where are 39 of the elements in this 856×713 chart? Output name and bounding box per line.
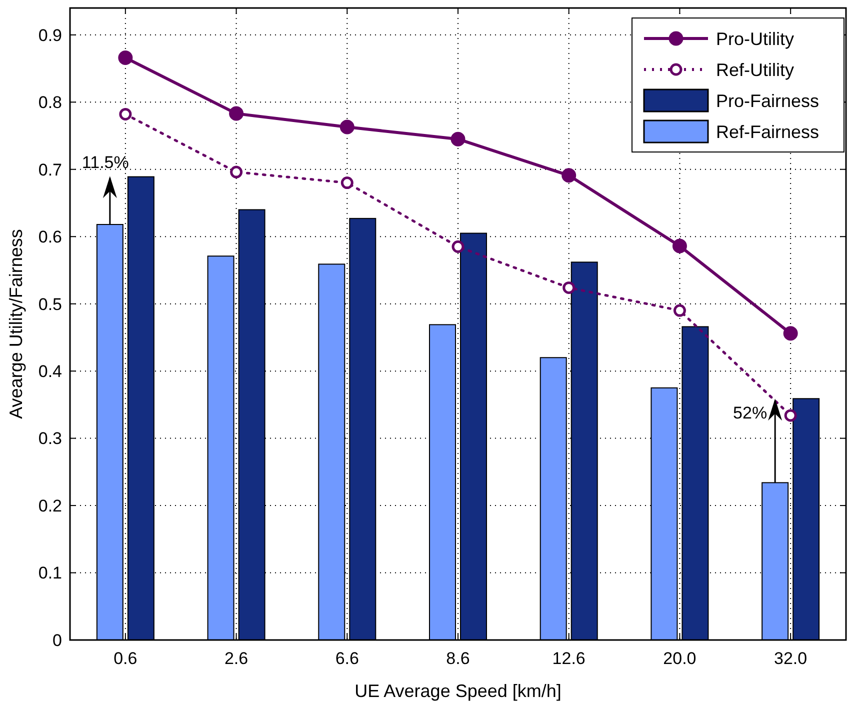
x-tick-label: 6.6 xyxy=(335,649,359,668)
x-tick-label: 2.6 xyxy=(224,649,248,668)
y-tick-label: 0.6 xyxy=(38,228,62,247)
point xyxy=(783,326,798,341)
y-tick-label: 0.1 xyxy=(38,564,62,583)
point xyxy=(119,108,132,120)
point xyxy=(562,168,576,183)
point xyxy=(673,304,686,317)
point xyxy=(340,176,354,190)
y-tick-label: 0.9 xyxy=(38,26,62,45)
y-tick-label: 0.7 xyxy=(38,160,62,180)
y-tick-label: 0.3 xyxy=(38,429,62,448)
point xyxy=(230,166,243,178)
x-tick-label: 32.0 xyxy=(774,649,808,668)
x-tick-label: 12.6 xyxy=(552,649,586,668)
point xyxy=(452,240,464,253)
legend-label: Pro-Utility xyxy=(716,28,794,49)
annotation: 11.5% xyxy=(82,153,129,172)
point xyxy=(562,281,576,294)
point xyxy=(784,409,797,422)
y-axis-title: Avearge Utility/Fairness xyxy=(6,229,26,419)
x-axis-title: UE Average Speed [km/h] xyxy=(354,681,562,701)
point xyxy=(118,50,133,66)
point xyxy=(340,120,354,134)
legend-label: Pro-Fairness xyxy=(716,90,820,111)
y-tick-label: 0 xyxy=(52,630,62,650)
point xyxy=(229,106,244,121)
legend-label: Ref-Utility xyxy=(716,60,794,80)
annotation: 52% xyxy=(733,404,768,423)
y-tick-label: 0.4 xyxy=(38,362,62,382)
y-tick-label: 0.2 xyxy=(38,496,62,516)
x-tick-label: 0.6 xyxy=(114,649,138,668)
point xyxy=(450,132,466,146)
y-tick-label: 0.5 xyxy=(38,294,62,314)
x-tick-label: 20.0 xyxy=(663,649,696,668)
legend-label: Ref-Fairness xyxy=(716,122,820,142)
point xyxy=(672,238,687,254)
y-tick-label: 0.8 xyxy=(38,93,62,112)
x-tick-label: 8.6 xyxy=(446,649,470,668)
